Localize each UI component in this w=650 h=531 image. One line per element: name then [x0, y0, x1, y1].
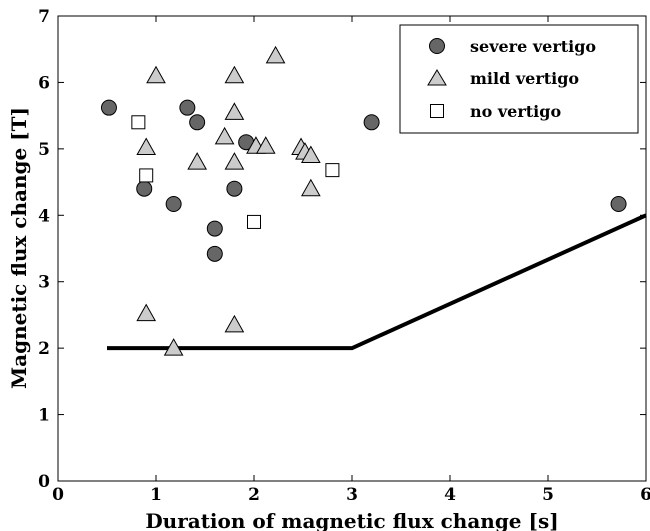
mild-vertigo-point: [136, 303, 157, 322]
legend-label-severe: severe vertigo: [470, 37, 596, 56]
severe-vertigo-point: [189, 114, 206, 131]
x-tick-label: 6: [640, 485, 650, 505]
legend-marker-severe: [429, 38, 445, 54]
x-tick-labels: 0 1 2 3 4 5 6: [52, 485, 650, 505]
x-tick-label: 1: [150, 485, 162, 505]
mild-vertigo-point: [224, 152, 245, 170]
x-tick-label: 3: [346, 485, 358, 505]
legend: severe vertigo mild vertigo no vertigo: [399, 24, 639, 134]
mild-vertigo-point: [187, 152, 208, 170]
severe-vertigo-point: [610, 195, 627, 212]
x-tick-label: 4: [444, 485, 456, 505]
x-tick-label: 0: [52, 485, 64, 505]
mild-vertigo-point: [300, 178, 321, 197]
severe-vertigo-point: [165, 195, 182, 212]
severe-vertigo-point: [206, 220, 223, 237]
no-vertigo-point: [131, 115, 146, 130]
legend-label-mild: mild vertigo: [470, 69, 579, 88]
no-vertigo-point: [325, 163, 340, 178]
mild-vertigo-point: [224, 314, 245, 333]
mild-vertigo-point: [300, 145, 321, 163]
mild-vertigo-point: [136, 137, 157, 156]
no-vertigo-point: [139, 168, 154, 183]
mild-vertigo-point: [214, 126, 235, 145]
threshold-polyline: [107, 213, 647, 351]
y-tick-label: 6: [38, 73, 50, 93]
y-tick-label: 7: [38, 7, 50, 27]
severe-vertigo-point: [179, 99, 196, 116]
x-axis-title: Duration of magnetic flux change [s]: [145, 509, 558, 531]
y-axis-title: Magnetic flux change [T]: [7, 107, 31, 389]
x-tick-label: 5: [542, 485, 554, 505]
severe-vertigo-point: [206, 245, 223, 262]
mild-vertigo-point: [224, 65, 245, 84]
legend-label-none: no vertigo: [470, 102, 561, 121]
y-tick-label: 3: [38, 273, 50, 293]
no-vertigo-point: [247, 214, 261, 229]
y-tick-labels: 0 1 2 3 4 5 6 7: [38, 7, 50, 492]
x-tick-label: 2: [248, 485, 260, 505]
y-tick-label: 4: [38, 206, 50, 226]
data-points: [100, 45, 627, 356]
axis-ticks: [57, 15, 647, 482]
y-tick-label: 2: [38, 339, 50, 359]
y-tick-label: 5: [38, 140, 50, 160]
mild-vertigo-point: [163, 338, 184, 356]
legend-marker-none: [430, 104, 444, 118]
mild-vertigo-point: [255, 136, 276, 154]
severe-vertigo-point: [363, 114, 380, 131]
severe-vertigo-point: [226, 180, 243, 197]
y-tick-label: 1: [38, 406, 50, 426]
mild-vertigo-point: [224, 102, 245, 120]
threshold-line: [107, 213, 647, 351]
y-tick-label: 0: [38, 472, 50, 492]
mild-vertigo-point: [146, 65, 166, 84]
severe-vertigo-point: [136, 180, 153, 197]
severe-vertigo-point: [100, 99, 117, 116]
mild-vertigo-point: [265, 45, 286, 64]
legend-marker-mild: [427, 69, 447, 86]
